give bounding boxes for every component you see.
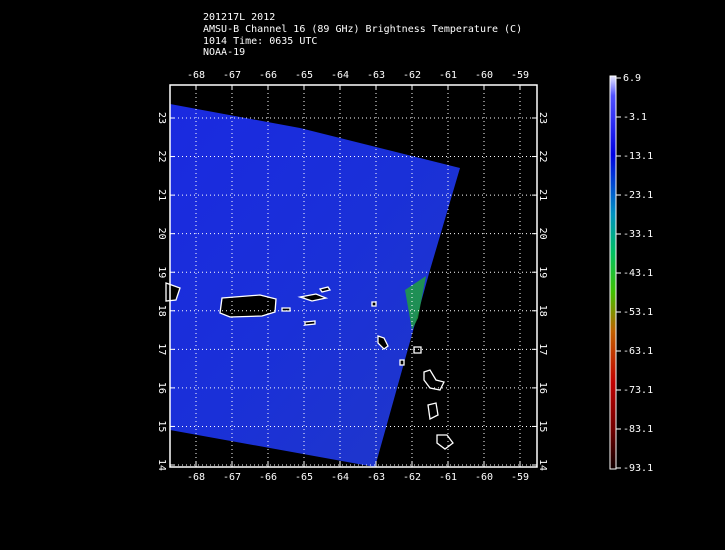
colorbar-label: -33.1 — [623, 229, 653, 240]
colorbar-label: -83.1 — [623, 424, 653, 435]
swath-edge-band — [405, 276, 426, 330]
lon-label: -60 — [475, 70, 493, 81]
colorbar-label: -23.1 — [623, 190, 653, 201]
lat-label: 23 — [156, 112, 167, 124]
island — [413, 346, 422, 354]
lon-label: -66 — [259, 472, 277, 483]
lon-label: -65 — [295, 70, 313, 81]
lat-label: 19 — [156, 266, 167, 278]
lat-label: 21 — [156, 189, 167, 201]
island — [304, 320, 316, 326]
lat-label: 20 — [156, 228, 167, 240]
header-line: 1014 Time: 0635 UTC — [203, 36, 317, 47]
island — [399, 359, 405, 366]
lat-label: 16 — [537, 382, 548, 394]
lat-label: 17 — [156, 343, 167, 355]
header-line: AMSU-B Channel 16 (89 GHz) Brightness Te… — [203, 24, 522, 35]
lat-label: 18 — [156, 305, 167, 317]
lon-label: -61 — [439, 70, 457, 81]
colorbar-label: 6.9 — [623, 73, 641, 84]
lat-label: 22 — [156, 151, 167, 163]
lat-label: 14 — [537, 459, 548, 471]
lon-label: -59 — [511, 472, 529, 483]
colorbar-label: -73.1 — [623, 385, 653, 396]
lat-label: 17 — [537, 343, 548, 355]
lat-label: 15 — [156, 420, 167, 432]
lon-label: -62 — [403, 472, 421, 483]
lon-label: -60 — [475, 472, 493, 483]
colorbar-label: -53.1 — [623, 307, 653, 318]
lat-label: 19 — [537, 266, 548, 278]
lat-label: 20 — [537, 228, 548, 240]
colorbar-label: -3.1 — [623, 112, 647, 123]
lat-label: 22 — [537, 151, 548, 163]
header-line: 201217L 2012 — [203, 12, 275, 23]
lon-label: -63 — [367, 472, 385, 483]
lat-label: 15 — [537, 420, 548, 432]
lat-label: 23 — [537, 112, 548, 124]
lon-label: -66 — [259, 70, 277, 81]
lon-label: -59 — [511, 70, 529, 81]
lon-label: -67 — [223, 70, 241, 81]
map-frame — [169, 84, 538, 468]
colorbar-label: -63.1 — [623, 346, 653, 357]
lon-label: -67 — [223, 472, 241, 483]
colorbar-label: -93.1 — [623, 463, 653, 474]
lon-label: -64 — [331, 472, 349, 483]
lon-label: -65 — [295, 472, 313, 483]
lon-label: -61 — [439, 472, 457, 483]
lon-label: -68 — [187, 472, 205, 483]
lat-label: 21 — [537, 189, 548, 201]
lat-label: 16 — [156, 382, 167, 394]
lon-label: -64 — [331, 70, 349, 81]
colorbar-label: -13.1 — [623, 151, 653, 162]
lat-label: 18 — [537, 305, 548, 317]
colorbar-label: -43.1 — [623, 268, 653, 279]
header-line: NOAA-19 — [203, 47, 245, 58]
lon-label: -62 — [403, 70, 421, 81]
lon-label: -68 — [187, 70, 205, 81]
colorbar — [609, 75, 617, 470]
island — [371, 301, 377, 307]
island — [436, 434, 454, 450]
island — [377, 335, 389, 350]
lat-label: 14 — [156, 459, 167, 471]
island — [423, 369, 445, 391]
island — [427, 402, 439, 420]
island — [318, 286, 332, 293]
header: 201217L 2012 AMSU-B Channel 16 (89 GHz) … — [203, 12, 522, 58]
lon-label: -63 — [367, 70, 385, 81]
island — [297, 293, 329, 302]
